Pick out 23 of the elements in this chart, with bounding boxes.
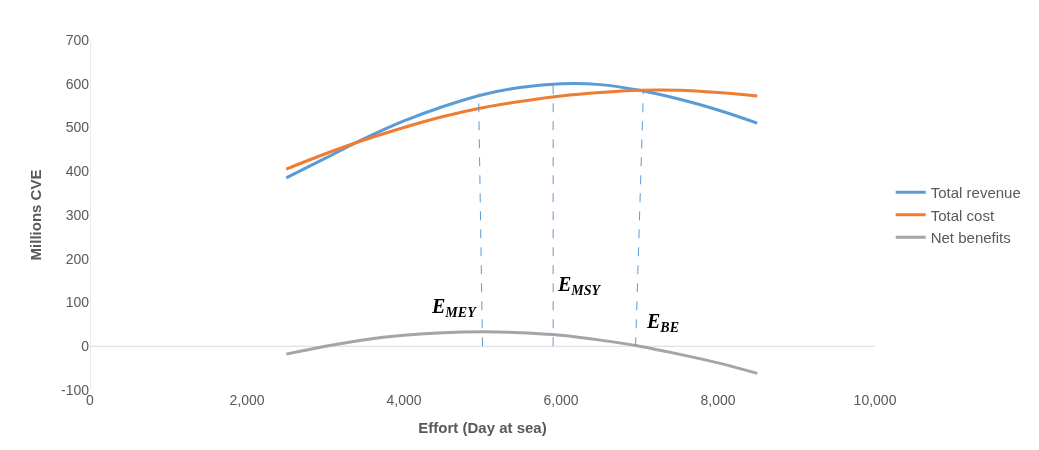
x-axis-title: Effort (Day at sea) (418, 419, 547, 436)
y-tick-label: 700 (65, 31, 90, 48)
legend-label: Total revenue (930, 184, 1021, 202)
x-tick-label: 10,000 (853, 392, 897, 408)
legend-label: Total cost (930, 206, 995, 224)
x-tick-label: 8,000 (700, 392, 736, 408)
y-tick-label: 100 (65, 294, 90, 311)
line-series (284, 88, 759, 171)
y-tick-label: 200 (65, 250, 90, 267)
y-tick-label: 300 (65, 206, 90, 223)
annotation: E$_{BE}$ (646, 310, 680, 336)
x-tick-label: 2,000 (229, 392, 265, 408)
legend-label: Net benefits (930, 229, 1011, 247)
y-tick-label: 0 (81, 338, 90, 355)
annotation: E$_{MEY}$ (431, 295, 478, 321)
line-series (284, 330, 759, 375)
x-tick-label: 6,000 (543, 392, 579, 408)
annotation: E$_{MSY}$ (557, 273, 602, 299)
y-tick-label: 400 (65, 163, 90, 180)
y-axis-title: Millions CVE (27, 169, 45, 261)
x-tick-label: 4,000 (386, 392, 422, 408)
y-tick-label: 600 (65, 75, 90, 92)
y-tick-label: 500 (65, 119, 90, 136)
